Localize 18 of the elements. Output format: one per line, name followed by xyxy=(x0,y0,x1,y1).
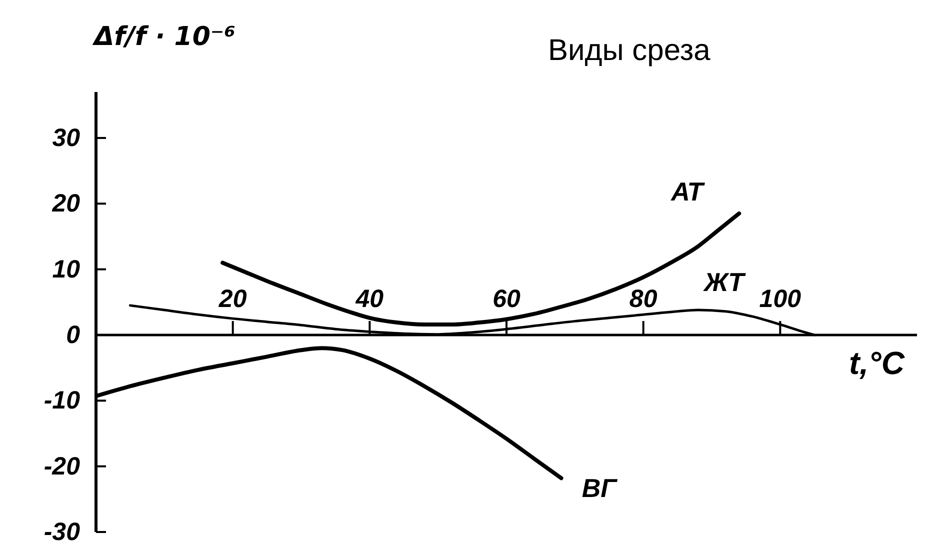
series-label: ЖТ xyxy=(702,267,746,298)
text: Виды среза xyxy=(548,34,710,68)
y-tick-label: 0 xyxy=(66,320,80,349)
x-tick-label: 20 xyxy=(218,284,247,313)
series-label: АТ xyxy=(670,176,706,206)
x-axis-title: t,°C xyxy=(849,344,904,382)
y-axis-title: Δf/f · 10⁻⁶ xyxy=(94,22,236,52)
series-label: ВГ xyxy=(582,473,618,504)
x-tick-label: 80 xyxy=(629,284,658,313)
x-tick-label: 100 xyxy=(759,284,802,313)
y-tick-label: 20 xyxy=(51,190,80,218)
y-tick-label: -10 xyxy=(44,386,80,415)
y-tick-label: 30 xyxy=(52,124,80,152)
y-tick-label: -30 xyxy=(44,518,80,546)
y-tick-label: 10 xyxy=(52,255,80,284)
x-tick-label: 40 xyxy=(354,284,384,313)
x-tick-label: 60 xyxy=(492,284,520,313)
y-tick-label: -20 xyxy=(44,452,80,480)
